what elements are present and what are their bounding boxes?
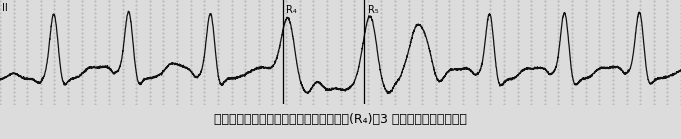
Text: R₄: R₄ [286,5,297,15]
Text: II: II [2,3,7,13]
Text: 对性心律不齐、高位室性早搞伴逆传心房(R₄)，3 相性完全性左束支阻滦: 对性心律不齐、高位室性早搞伴逆传心房(R₄)，3 相性完全性左束支阻滦 [214,113,467,126]
Text: R₅: R₅ [368,5,379,15]
